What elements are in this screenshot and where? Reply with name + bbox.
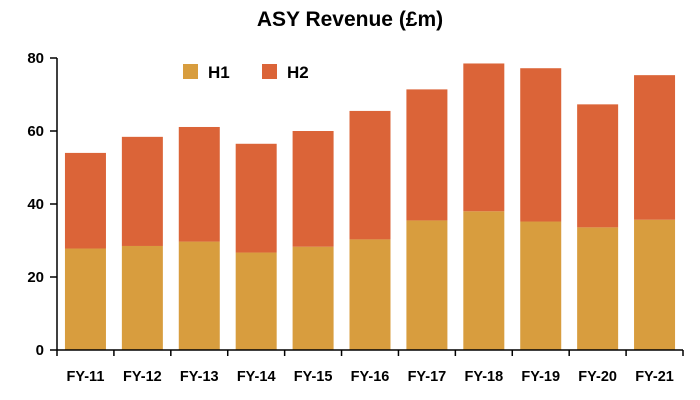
- bar-h2-fy-14: [235, 143, 277, 253]
- bar-h1-fy-12: [121, 245, 163, 350]
- bar-h1-fy-14: [235, 252, 277, 350]
- bar-h2-fy-11: [64, 152, 106, 249]
- x-tick-label: FY-19: [521, 369, 560, 385]
- bar-h2-fy-17: [406, 89, 448, 221]
- y-tick-label: 40: [27, 196, 44, 213]
- bar-h1-fy-13: [178, 241, 220, 350]
- y-axis: 0 20 40 60 80: [27, 50, 58, 359]
- bar-h1-fy-18: [463, 211, 505, 350]
- x-axis: FY-11 FY-12 FY-13 FY-14 FY-15 FY-16 FY-17 FY-18…: [56, 349, 684, 385]
- bar-h1-fy-19: [520, 221, 562, 350]
- chart-title: ASY Revenue (£m): [256, 8, 444, 31]
- legend-label-h2: H2: [287, 63, 309, 82]
- legend-swatch-h1: [183, 64, 198, 79]
- x-tick-label: FY-21: [635, 369, 674, 385]
- bar-h1-fy-17: [406, 220, 448, 350]
- bar-h2-fy-12: [121, 136, 163, 246]
- bar-h2-fy-15: [292, 131, 334, 247]
- y-tick-label: 20: [27, 269, 44, 286]
- x-tick-label: FY-20: [578, 369, 617, 385]
- bar-h1-fy-15: [292, 246, 334, 350]
- bar-h1-fy-11: [64, 248, 106, 350]
- legend: H1 H2: [183, 63, 309, 82]
- bar-h2-fy-19: [520, 68, 562, 222]
- x-tick-label: FY-14: [237, 369, 276, 385]
- x-tick-label: FY-11: [67, 369, 105, 385]
- y-tick-label: 60: [27, 123, 44, 140]
- y-tick-label: 0: [36, 342, 44, 359]
- bar-h1-fy-20: [577, 227, 619, 350]
- bar-h1-fy-21: [634, 219, 676, 350]
- x-tick-label: FY-18: [464, 369, 503, 385]
- x-tick-label: FY-16: [351, 369, 390, 385]
- legend-label-h1: H1: [208, 63, 230, 82]
- legend-swatch-h2: [262, 64, 277, 79]
- x-tick-label: FY-13: [180, 369, 219, 385]
- bar-h2-fy-20: [577, 104, 619, 228]
- x-tick-label: FY-15: [294, 369, 333, 385]
- bar-h2-fy-21: [634, 75, 676, 220]
- bar-h2-fy-18: [463, 63, 505, 212]
- bar-h2-fy-16: [349, 110, 391, 240]
- x-tick-label: FY-17: [408, 369, 447, 385]
- bar-h1-fy-16: [349, 239, 391, 350]
- y-tick-label: 80: [27, 50, 44, 67]
- bar-h2-fy-13: [178, 126, 220, 242]
- x-tick-label: FY-12: [123, 369, 162, 385]
- bars: [64, 63, 676, 350]
